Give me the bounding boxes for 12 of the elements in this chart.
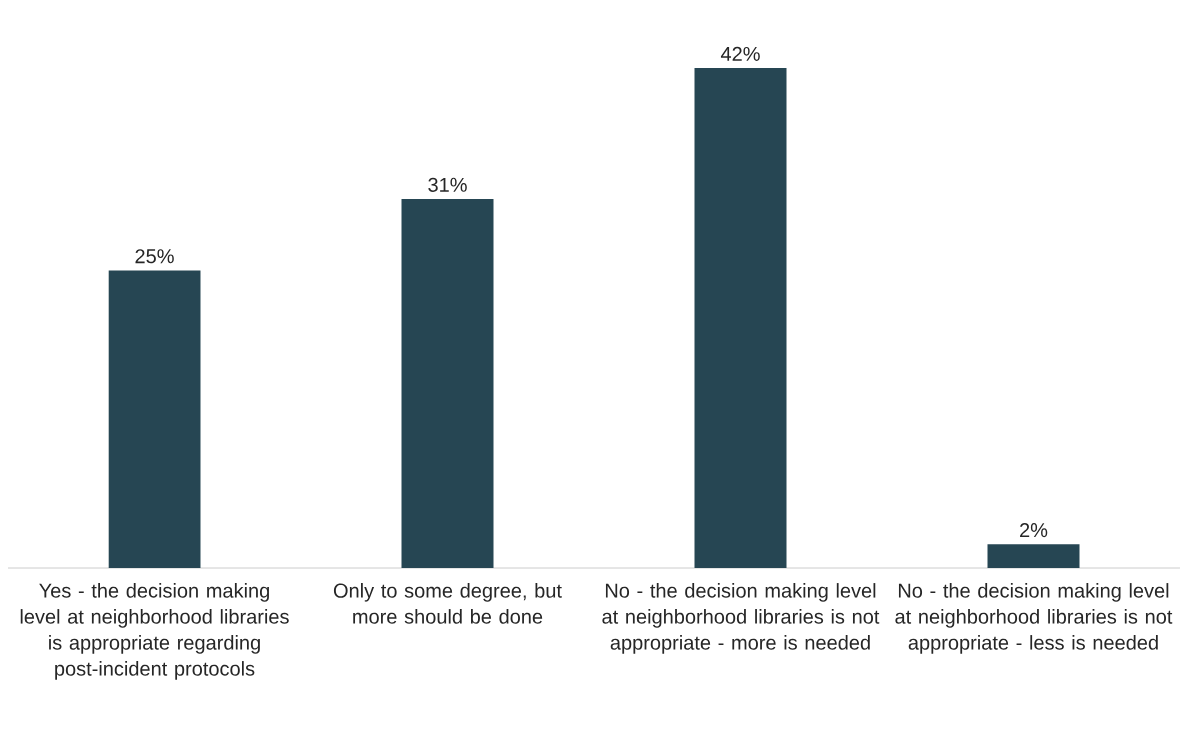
bar	[108, 270, 201, 569]
bar	[987, 544, 1080, 569]
x-tick-label: Only to some degree, but more should be done	[333, 583, 562, 624]
data-label: 25%	[135, 249, 174, 264]
data-label: 31%	[428, 177, 467, 192]
bar	[401, 198, 494, 569]
x-tick-label: Yes - the decision making level at neighborhood libraries is appropriate regarding post-incident protocols	[20, 583, 289, 680]
data-label: 2%	[1020, 523, 1048, 538]
x-tick-label: No - the decision making level at neighborhood libraries is not appropriate - more is needed	[602, 583, 880, 654]
bar	[694, 68, 787, 569]
data-label: 42%	[720, 46, 760, 61]
x-tick-label: No - the decision making level at neighborhood libraries is not appropriate - less is needed	[895, 583, 1173, 654]
